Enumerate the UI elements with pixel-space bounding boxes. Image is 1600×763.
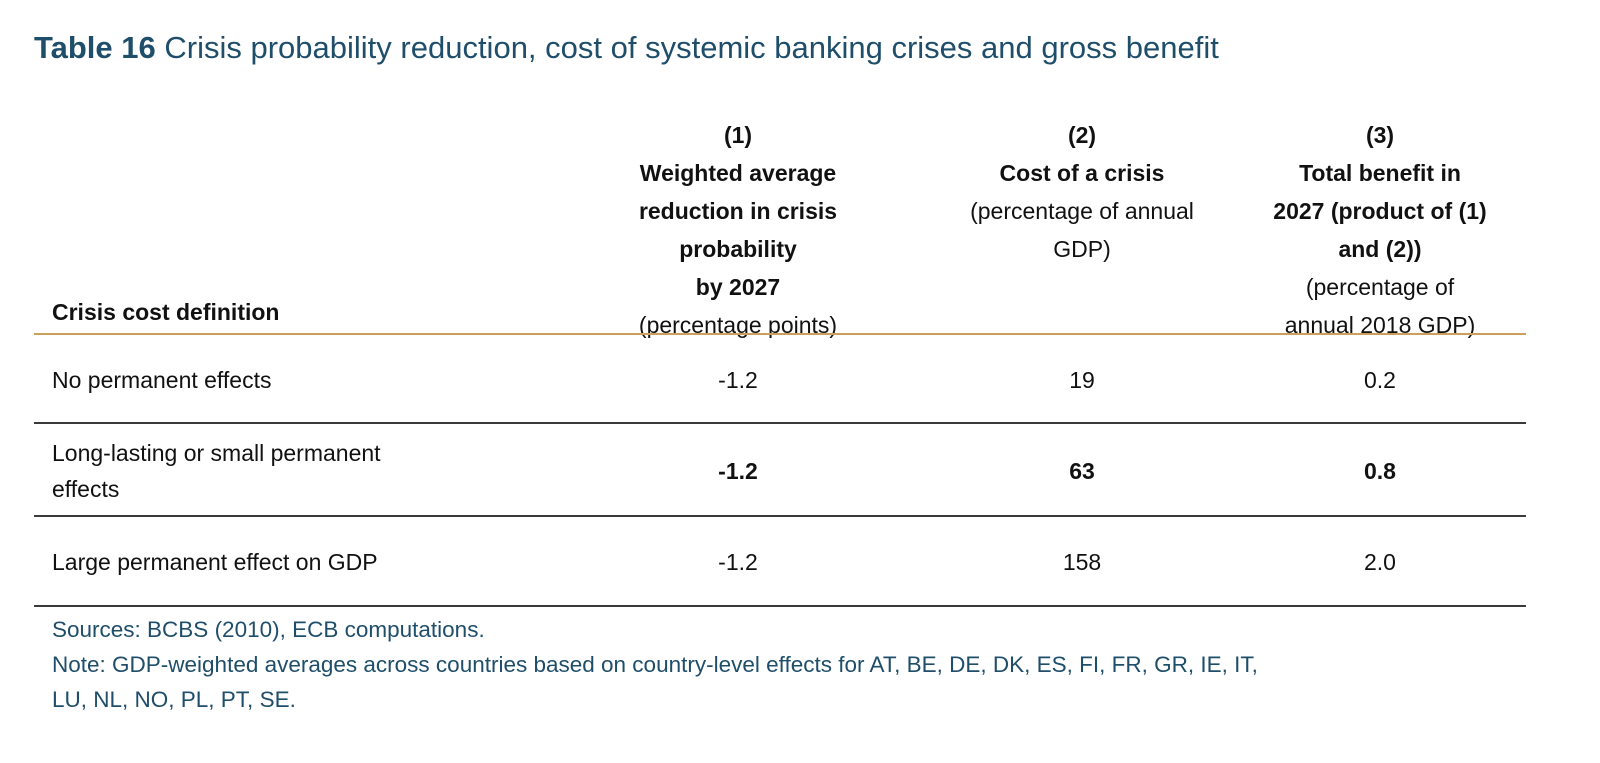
sources-line: Sources: BCBS (2010), ECB computations. xyxy=(52,617,485,642)
note-line: LU, NL, NO, PL, PT, SE. xyxy=(52,687,296,712)
row-2-col-3: 0.8 xyxy=(1364,458,1396,484)
column-header-3-line: 2027 (product of (1) xyxy=(1273,198,1487,224)
row-2-col-2: 63 xyxy=(1069,458,1095,484)
row-3-label: Large permanent effect on GDP xyxy=(52,549,378,575)
header-rule xyxy=(34,333,1526,335)
row-1-col-3: 0.2 xyxy=(1364,367,1396,393)
table-title: Table 16 Crisis probability reduction, c… xyxy=(34,30,1219,66)
row-2-label: Long-lasting or small permanent effects xyxy=(52,435,381,507)
row-2-col-1: -1.2 xyxy=(718,458,758,484)
column-header-1: (1) Weighted average reduction in crisis… xyxy=(598,116,878,344)
column-header-1-line: probability xyxy=(679,236,797,262)
column-header-3-number: (3) xyxy=(1365,122,1395,148)
column-header-3-line: and (2)) xyxy=(1338,236,1422,262)
row-2-label-line: Long-lasting or small permanent xyxy=(52,440,381,466)
row-1-col-2: 19 xyxy=(1069,367,1095,393)
column-header-1-unit: (percentage points) xyxy=(638,312,838,338)
column-header-2-unit: GDP) xyxy=(1053,236,1111,262)
column-header-2: (2) Cost of a crisis (percentage of annu… xyxy=(932,116,1232,268)
column-header-1-line: by 2027 xyxy=(695,274,781,300)
column-header-2-line: Cost of a crisis xyxy=(999,160,1165,186)
column-header-1-line: reduction in crisis xyxy=(638,198,838,224)
row-1-label: No permanent effects xyxy=(52,367,272,393)
table-number: Table 16 xyxy=(34,30,156,65)
note-line: Note: GDP-weighted averages across count… xyxy=(52,652,1258,677)
column-header-3-unit: annual 2018 GDP) xyxy=(1284,312,1476,338)
column-header-1-line: Weighted average xyxy=(639,160,837,186)
row-3-col-2: 158 xyxy=(1062,549,1102,575)
row-3-col-3: 2.0 xyxy=(1364,549,1396,575)
row-3-col-1: -1.2 xyxy=(718,549,758,575)
row-label-header: Crisis cost definition xyxy=(52,299,280,325)
row-divider xyxy=(34,515,1526,517)
row-divider xyxy=(34,422,1526,424)
table-bottom-rule xyxy=(34,605,1526,607)
table-notes: Sources: BCBS (2010), ECB computations. … xyxy=(52,612,1258,717)
column-header-1-number: (1) xyxy=(723,122,753,148)
column-header-3: (3) Total benefit in 2027 (product of (1… xyxy=(1240,116,1520,344)
column-header-3-line: Total benefit in xyxy=(1299,160,1461,186)
column-header-2-number: (2) xyxy=(1067,122,1097,148)
column-header-3-unit: (percentage of xyxy=(1305,274,1455,300)
row-1-col-1: -1.2 xyxy=(718,367,758,393)
row-2-label-line: effects xyxy=(52,476,120,502)
column-header-2-unit: (percentage of annual xyxy=(970,198,1194,224)
table-title-text: Crisis probability reduction, cost of sy… xyxy=(164,30,1219,65)
